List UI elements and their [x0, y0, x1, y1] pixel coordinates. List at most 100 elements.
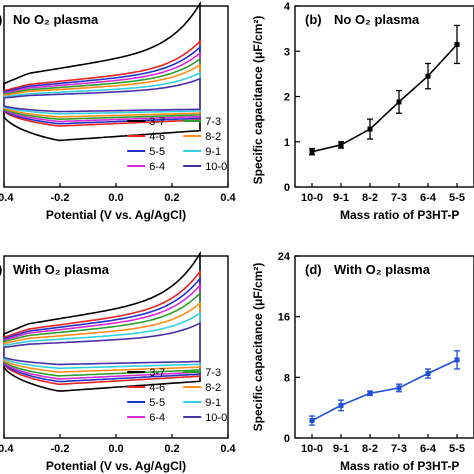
x-tick-label: 9-1 — [333, 192, 349, 204]
panel-d-ylabel: Specific capacitance (μF/cm²) — [251, 263, 265, 432]
data-point-5-5 — [454, 357, 460, 363]
x-tick-label: 8-2 — [362, 443, 378, 455]
cv-curve-10-0 — [3, 321, 201, 366]
panel-a-legend: 3-7 4-6 5-5 6-4 7-3 8-2 9-1 10-0 — [127, 116, 227, 173]
cv-curve-3-7 — [3, 0, 201, 142]
data-point-10-0 — [309, 149, 315, 155]
y-tick-label: 1 — [284, 137, 290, 149]
x-tick-label: -0.2 — [51, 443, 70, 455]
x-tick-label: 0.0 — [108, 192, 123, 204]
x-tick-label: 8-2 — [362, 192, 378, 204]
x-tick-label: 7-3 — [391, 192, 407, 204]
legend-label-8-2: 8-2 — [205, 382, 221, 394]
x-tick-label: -0.2 — [51, 192, 70, 204]
x-tick-label: 5-5 — [449, 443, 465, 455]
cv-curve-7-3 — [3, 57, 201, 121]
data-point-9-1 — [338, 142, 344, 148]
x-tick-label: 0.2 — [164, 443, 179, 455]
legend-label-6-4: 6-4 — [149, 412, 165, 424]
x-tick-label: 0.2 — [164, 192, 179, 204]
y-tick-label: 16 — [278, 312, 290, 324]
x-tick-label: -0.4 — [0, 192, 14, 204]
x-tick-label: 0.4 — [220, 192, 236, 204]
cv-curve-5-5 — [3, 276, 201, 383]
data-point-6-4 — [425, 73, 431, 79]
data-point-5-5 — [454, 41, 460, 47]
legend-label-4-6: 4-6 — [149, 382, 165, 394]
legend-label-5-5: 5-5 — [149, 146, 165, 158]
panel-a-curves — [3, 0, 201, 142]
data-point-8-2 — [367, 126, 373, 132]
x-tick-label: 6-4 — [420, 443, 437, 455]
x-tick-label: 10-0 — [301, 192, 323, 204]
legend-label-7-3: 7-3 — [205, 116, 221, 128]
panel-b-label: (b) — [305, 12, 322, 27]
cv-curve-10-0 — [3, 77, 201, 113]
panel-a-frame — [3, 5, 229, 188]
panel-b-plot: 0 1 2 3 4 10-0 9-1 8-2 7-3 6-4 5-5 — [284, 1, 465, 204]
panel-a-label: ) — [0, 12, 2, 27]
x-tick-label: -0.4 — [0, 443, 14, 455]
panel-d-frame — [294, 255, 474, 439]
panel-b-title: No O₂ plasma — [334, 12, 420, 27]
cv-curve-7-3 — [3, 291, 201, 377]
y-tick-label: 0 — [284, 433, 290, 445]
series-line — [311, 43, 458, 153]
panel-c: ) With O₂ plasma -0.4 -0.2 0.0 0.2 0.4 Poten… — [0, 250, 237, 473]
panel-c-label: ) — [0, 262, 2, 277]
legend-label-10-0: 10-0 — [205, 412, 227, 424]
panel-c-title: With O₂ plasma — [13, 262, 110, 277]
panel-c-xticks: -0.4 -0.2 0.0 0.2 0.4 — [0, 434, 237, 455]
panel-b-ylabel: Specific capacitance (μF/cm²) — [251, 16, 265, 185]
panel-b-frame — [294, 5, 474, 188]
x-tick-label: 9-1 — [333, 443, 349, 455]
x-tick-label: 0.4 — [220, 443, 236, 455]
data-point-7-3 — [396, 99, 402, 105]
data-point-8-2 — [367, 390, 373, 396]
series-line — [311, 359, 458, 422]
panel-b: (b) No O₂ plasma 0 1 2 3 4 10-0 9-1 8-2 7-3 6-4 5-… — [251, 1, 474, 222]
panel-a: ) No O₂ plasma -0.4 -0.2 0.0 0.2 0.4 Potenti… — [0, 0, 237, 222]
cv-curve-3-7 — [3, 250, 201, 392]
y-tick-label: 24 — [278, 251, 291, 263]
panel-d-title: With O₂ plasma — [334, 262, 431, 277]
panel-d: (d) With O₂ plasma 0 8 16 24 10-0 9-1 8-2 7-3 6-… — [251, 251, 474, 473]
cv-curve-6-4 — [3, 51, 201, 123]
panel-a-xlabel: Potential (V vs. Ag/AgCl) — [46, 208, 186, 222]
cv-curve-9-1 — [3, 71, 201, 115]
x-tick-label: 7-3 — [391, 443, 407, 455]
data-point-6-4 — [425, 371, 431, 377]
legend-label-7-3: 7-3 — [205, 367, 221, 379]
panel-d-xlabel: Mass ratio of P3HT-P — [340, 459, 459, 473]
legend-label-3-7: 3-7 — [149, 116, 165, 128]
legend-label-4-6: 4-6 — [149, 131, 165, 143]
data-point-7-3 — [396, 385, 402, 391]
panel-c-frame — [3, 255, 229, 439]
panel-b-xlabel: Mass ratio of P3HT-P — [340, 208, 459, 222]
x-tick-label: 6-4 — [420, 192, 437, 204]
cv-curve-4-6 — [3, 269, 201, 386]
y-tick-label: 4 — [284, 1, 291, 13]
legend-label-3-7: 3-7 — [149, 367, 165, 379]
x-tick-label: 10-0 — [301, 443, 323, 455]
y-tick-label: 0 — [284, 182, 290, 194]
panel-d-plot: 0 8 16 24 10-0 9-1 8-2 7-3 6-4 5-5 — [278, 251, 465, 455]
panel-d-label: (d) — [305, 262, 322, 277]
data-point-10-0 — [309, 418, 315, 424]
cv-curve-9-1 — [3, 311, 201, 370]
cv-curve-4-6 — [3, 39, 201, 127]
legend-label-9-1: 9-1 — [205, 397, 221, 409]
y-tick-label: 8 — [284, 372, 290, 384]
cv-curve-8-2 — [3, 301, 201, 373]
y-tick-label: 3 — [284, 46, 290, 58]
legend-label-8-2: 8-2 — [205, 131, 221, 143]
data-point-9-1 — [338, 402, 344, 408]
panel-c-legend: 3-7 4-6 5-5 6-4 7-3 8-2 9-1 10-0 — [127, 367, 227, 424]
cv-curve-8-2 — [3, 63, 201, 118]
legend-label-10-0: 10-0 — [205, 161, 227, 173]
y-tick-label: 2 — [284, 92, 290, 104]
legend-label-6-4: 6-4 — [149, 161, 165, 173]
legend-label-9-1: 9-1 — [205, 146, 221, 158]
cv-curve-5-5 — [3, 45, 201, 125]
